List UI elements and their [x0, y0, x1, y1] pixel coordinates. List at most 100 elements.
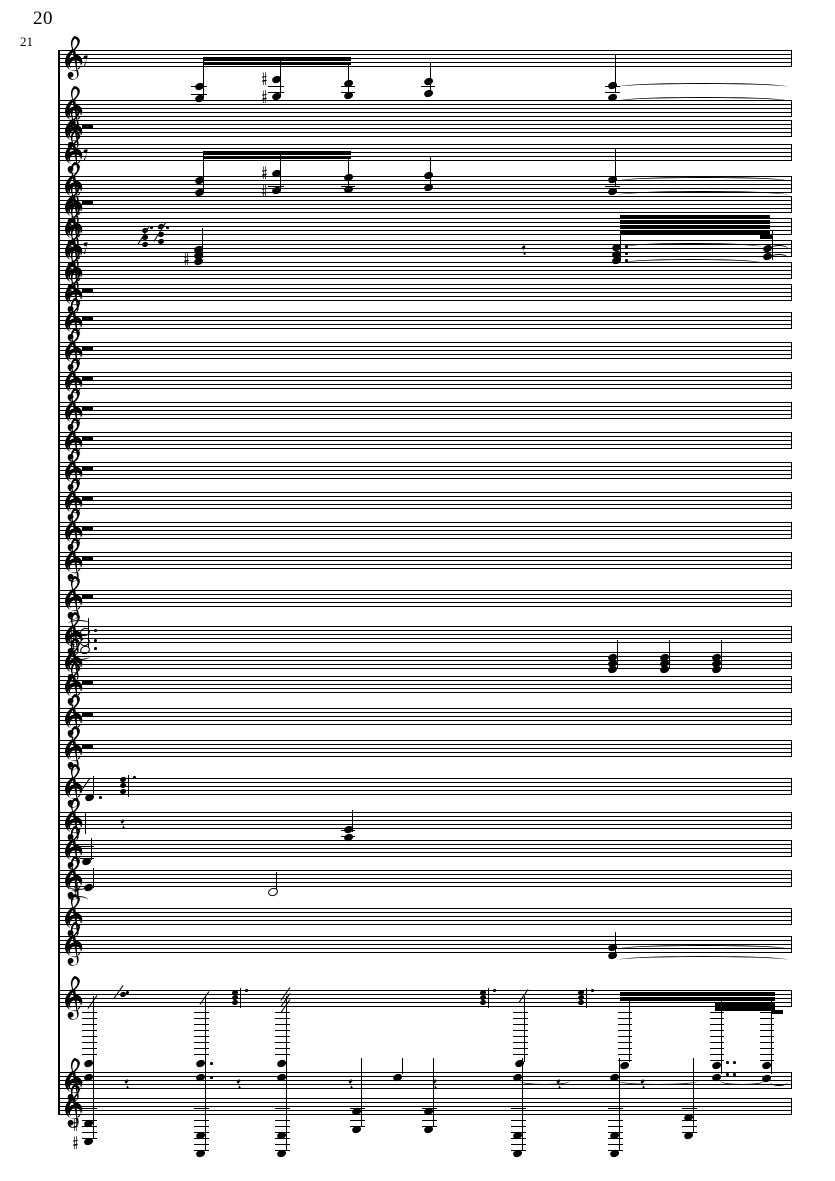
treble-clef-icon	[65, 538, 83, 582]
ledger-line	[710, 1024, 724, 1026]
staff	[60, 262, 792, 279]
tie	[770, 254, 788, 262]
ledger-line	[513, 1012, 528, 1014]
ledger-line	[513, 1048, 528, 1050]
staff-line	[60, 324, 792, 325]
ledger-line	[618, 1030, 632, 1032]
ledger-line	[194, 1138, 209, 1140]
tie	[618, 83, 788, 91]
note-stem	[88, 618, 90, 648]
staff-line	[60, 944, 792, 945]
staff-line	[60, 908, 792, 909]
note-stem	[524, 996, 526, 1062]
staff-line	[60, 384, 792, 385]
staff	[60, 590, 792, 607]
staff-line	[60, 406, 792, 407]
sharp-accidental-icon	[262, 166, 267, 179]
ledger-line	[194, 1054, 209, 1056]
whole-measure-rest	[82, 200, 93, 204]
treble-clef-icon	[65, 182, 83, 226]
staff-line	[60, 380, 792, 381]
beam	[620, 215, 770, 219]
ledger-line	[80, 846, 94, 848]
staff	[60, 740, 792, 757]
staff-end-barline	[790, 676, 792, 693]
staff	[60, 492, 792, 509]
ledger-line	[511, 1102, 526, 1104]
augmentation-dot	[591, 989, 594, 992]
note-stem	[629, 998, 631, 1062]
staff	[60, 626, 792, 643]
staff-line	[60, 948, 792, 949]
sharp-accidental-icon	[262, 90, 267, 103]
staff-line	[60, 626, 792, 627]
staff-line	[60, 1080, 792, 1081]
treble-clef-icon	[65, 726, 83, 770]
staff	[60, 312, 792, 329]
beam	[203, 57, 351, 61]
note-stem	[203, 151, 205, 191]
eighth-rest-icon	[83, 55, 88, 67]
staff-line	[60, 564, 792, 565]
beam	[203, 156, 351, 160]
treble-clef-icon	[65, 248, 83, 292]
tie	[770, 1078, 788, 1086]
note-stem	[615, 55, 617, 93]
staff-line	[60, 436, 792, 437]
staff-line	[60, 100, 792, 101]
notehead	[607, 950, 618, 960]
beam	[620, 230, 770, 234]
ledger-line	[760, 1012, 774, 1014]
staff-line	[60, 912, 792, 913]
staff-end-barline	[790, 100, 792, 117]
note-stem	[91, 838, 93, 860]
note-stem	[128, 775, 130, 797]
staff-line	[60, 120, 792, 121]
sharp-accidental-icon	[74, 882, 79, 895]
staff-line	[60, 278, 792, 279]
ledger-line	[618, 1048, 632, 1050]
ledger-line	[80, 882, 94, 884]
tie	[622, 243, 762, 251]
ledger-line	[760, 1042, 774, 1044]
ledger-line	[275, 1054, 290, 1056]
notehead	[683, 1130, 694, 1140]
staff	[60, 284, 792, 301]
whole-measure-rest	[82, 316, 93, 320]
staff-end-barline	[790, 50, 792, 67]
ledger-line	[511, 1126, 526, 1128]
ledger-line	[275, 1018, 290, 1020]
ledger-line	[275, 1006, 290, 1008]
staff-line	[60, 1002, 792, 1003]
staff-end-barline	[790, 402, 792, 419]
sharp-accidental-icon	[184, 252, 189, 265]
ledger-line	[82, 1018, 97, 1020]
ledger-line	[682, 1108, 697, 1110]
ledger-line	[422, 1102, 437, 1104]
staff-line	[60, 642, 792, 643]
augmentation-dot	[94, 629, 97, 632]
eighth-rest-icon	[83, 149, 88, 161]
notehead	[607, 186, 618, 196]
staff-line	[60, 200, 792, 201]
staff-end-barline	[790, 936, 792, 953]
ledger-line	[618, 1018, 632, 1020]
ledger-line	[422, 1114, 437, 1116]
staff-line	[60, 556, 792, 557]
treble-clef-icon	[65, 1084, 83, 1128]
ledger-line	[275, 1102, 290, 1104]
ledger-line	[513, 1024, 528, 1026]
notehead	[343, 90, 354, 100]
augmentation-dot	[726, 1061, 729, 1064]
ledger-line	[275, 1120, 290, 1122]
notehead	[83, 1136, 94, 1146]
ledger-line	[268, 86, 284, 88]
staff-line	[60, 1072, 792, 1073]
staff-end-barline	[790, 196, 792, 213]
note-stem	[522, 1058, 524, 1150]
staff-line	[60, 388, 792, 389]
staff-line	[60, 58, 792, 59]
ledger-line	[82, 1102, 97, 1104]
staff-line	[60, 1006, 792, 1007]
